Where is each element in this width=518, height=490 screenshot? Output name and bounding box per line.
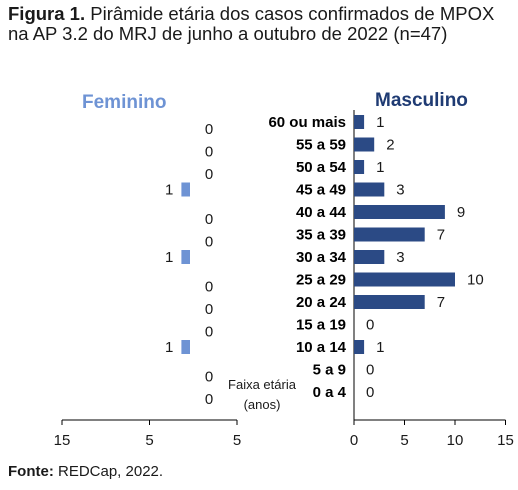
age-row: 35 a 39 7 0: [205, 227, 445, 251]
data-label-masculino: 0: [366, 362, 374, 379]
male-tick-label: 0: [350, 432, 358, 449]
data-label-masculino: 2: [386, 137, 394, 154]
bar-feminino: [181, 340, 190, 354]
data-label-masculino: 7: [437, 294, 445, 311]
category-label: 20 a 24: [296, 294, 347, 311]
category-axis-title-line2: (anos): [244, 397, 281, 412]
category-label: 50 a 54: [296, 159, 347, 176]
male-tick-label: 15: [497, 432, 514, 449]
age-row: 40 a 44 9 0: [205, 204, 465, 228]
age-row: 45 a 49 3 1: [165, 182, 405, 199]
age-row: 25 a 29 10 0: [205, 272, 484, 296]
category-label: 5 a 9: [313, 362, 346, 379]
category-label: 40 a 44: [296, 204, 347, 221]
bar-masculino: [354, 227, 425, 242]
category-label: 10 a 14: [296, 339, 347, 356]
bar-masculino: [354, 182, 385, 197]
data-label-feminino: 0: [205, 211, 213, 228]
legend-feminino: Feminino: [82, 92, 166, 113]
female-x-axis: 15 5 5: [54, 419, 241, 449]
data-label-masculino: 3: [396, 182, 404, 199]
age-row: 30 a 34 3 1: [165, 249, 405, 266]
bar-masculino: [354, 115, 365, 129]
category-label: 30 a 34: [296, 249, 347, 266]
female-tick-label: 5: [145, 432, 153, 449]
data-label-masculino: 7: [437, 227, 445, 244]
data-label-feminino: 1: [165, 249, 173, 266]
female-tick-label: 5: [233, 432, 241, 449]
data-label-feminino: 0: [205, 369, 213, 386]
figure-title: Figura 1. Pirâmide etária dos casos conf…: [8, 4, 513, 44]
data-label-masculino: 10: [467, 272, 484, 289]
data-label-feminino: 0: [205, 144, 213, 161]
age-row: 15 a 19 0 0: [205, 317, 375, 341]
data-label-masculino: 0: [366, 317, 374, 334]
age-row: 0 a 4 0 0: [205, 384, 375, 408]
figure-source: Fonte: REDCap, 2022.: [8, 463, 163, 480]
source-label: Fonte:: [8, 463, 54, 480]
bar-masculino: [354, 295, 425, 309]
source-text: REDCap, 2022.: [53, 463, 164, 480]
data-label-feminino: 0: [205, 301, 213, 318]
bar-masculino: [354, 137, 375, 152]
category-label: 15 a 19: [296, 317, 346, 334]
data-label-feminino: 0: [205, 166, 213, 183]
data-label-masculino: 0: [366, 384, 374, 401]
data-label-feminino: 0: [205, 234, 213, 251]
bar-feminino: [181, 250, 190, 264]
data-label-masculino: 1: [376, 114, 384, 131]
male-x-axis: 0 5 10 15: [350, 110, 514, 449]
age-row: 50 a 54 1 0: [205, 159, 385, 183]
data-label-masculino: 3: [396, 249, 404, 266]
age-row: 10 a 14 1 1: [165, 339, 384, 356]
data-label-feminino: 1: [165, 182, 173, 199]
figure-title-bold: Figura 1.: [8, 3, 86, 24]
age-row: 55 a 59 2 0: [205, 137, 395, 161]
bar-masculino: [354, 250, 385, 264]
category-label: 35 a 39: [296, 227, 346, 244]
age-row: 5 a 9 0 0: [205, 362, 375, 386]
age-row: 20 a 24 7 0: [205, 294, 445, 318]
bar-masculino: [354, 272, 455, 287]
bar-masculino: [354, 340, 365, 354]
legend-masculino: Masculino: [375, 90, 468, 111]
data-label-masculino: 1: [376, 339, 384, 356]
category-label: 60 ou mais: [268, 114, 346, 131]
female-tick-label: 15: [54, 432, 71, 449]
category-label: 45 a 49: [296, 182, 346, 199]
data-label-feminino: 0: [205, 121, 213, 138]
category-label: 55 a 59: [296, 137, 346, 154]
male-tick-label: 10: [447, 432, 464, 449]
bar-feminino: [181, 182, 190, 197]
bar-masculino: [354, 205, 445, 219]
data-label-feminino: 0: [205, 391, 213, 408]
data-label-masculino: 1: [376, 159, 384, 176]
age-row: 60 ou mais 1 0: [205, 114, 385, 138]
bar-masculino: [354, 160, 365, 174]
figure-title-text: Pirâmide etária dos casos confirmados de…: [8, 3, 495, 44]
category-label: 0 a 4: [313, 384, 347, 401]
data-label-feminino: 1: [165, 339, 173, 356]
male-tick-label: 5: [400, 432, 408, 449]
data-label-masculino: 9: [457, 204, 465, 221]
data-label-feminino: 0: [205, 279, 213, 296]
category-label: 25 a 29: [296, 272, 346, 289]
data-label-feminino: 0: [205, 324, 213, 341]
category-axis-title-line1: Faixa etária: [228, 377, 297, 392]
